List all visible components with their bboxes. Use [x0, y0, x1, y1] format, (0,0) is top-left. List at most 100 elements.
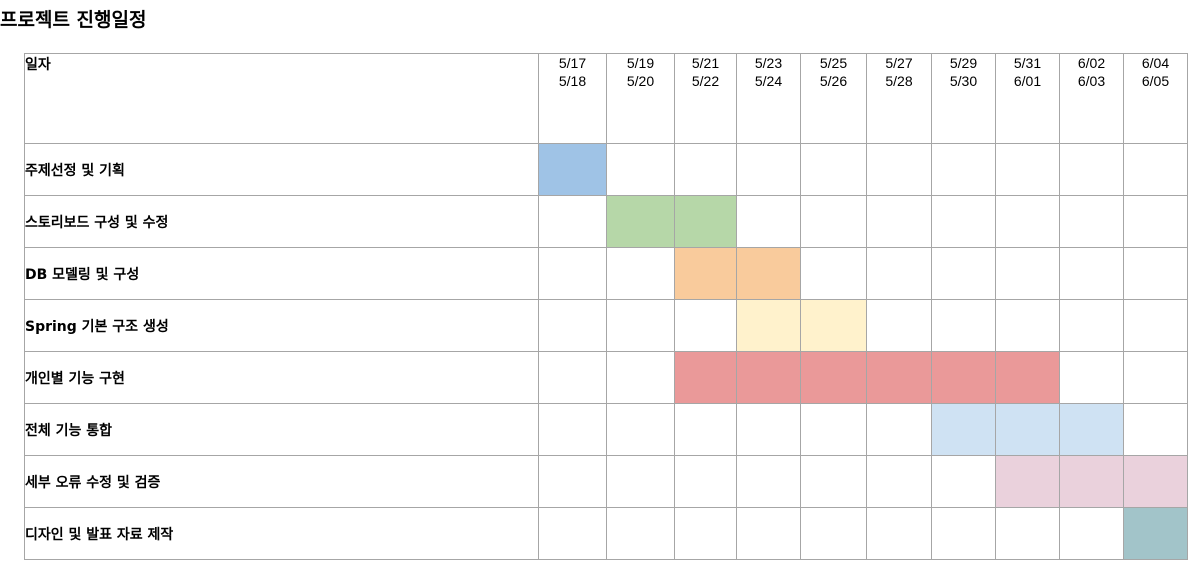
empty-cell — [1059, 247, 1124, 300]
period-header: 5/17 5/18 — [538, 53, 607, 144]
empty-cell — [866, 507, 932, 560]
empty-cell — [606, 247, 675, 300]
empty-cell — [995, 143, 1060, 196]
empty-cell — [931, 143, 996, 196]
date-header-label: 일자 — [24, 53, 539, 144]
empty-cell — [800, 195, 867, 248]
empty-cell — [606, 351, 675, 404]
empty-cell — [995, 507, 1060, 560]
task-name: 주제선정 및 기획 — [24, 143, 539, 196]
period-header: 5/19 5/20 — [606, 53, 675, 144]
empty-cell — [800, 403, 867, 456]
period-start-date: 5/19 — [626, 55, 655, 71]
task-bar-cell — [995, 351, 1060, 404]
empty-cell — [866, 247, 932, 300]
period-end-date: 5/28 — [885, 73, 913, 89]
task-bar-cell — [736, 247, 801, 300]
task-row: 전체 기능 통합 — [24, 403, 1188, 456]
empty-cell — [1123, 143, 1188, 196]
empty-cell — [736, 403, 801, 456]
empty-cell — [736, 455, 801, 508]
task-bar-cell — [1059, 455, 1124, 508]
empty-cell — [674, 455, 737, 508]
empty-cell — [866, 299, 932, 352]
task-bar-cell — [800, 299, 867, 352]
task-bar-cell — [1123, 455, 1188, 508]
empty-cell — [800, 143, 867, 196]
empty-cell — [538, 507, 607, 560]
task-bar-cell — [538, 143, 607, 196]
empty-cell — [931, 247, 996, 300]
empty-cell — [931, 455, 996, 508]
empty-cell — [606, 143, 675, 196]
empty-cell — [1059, 507, 1124, 560]
period-end-date: 5/20 — [626, 73, 655, 89]
empty-cell — [995, 195, 1060, 248]
empty-cell — [736, 507, 801, 560]
period-end-date: 5/30 — [949, 73, 978, 89]
task-name: 스토리보드 구성 및 수정 — [24, 195, 539, 248]
task-bar-cell — [736, 299, 801, 352]
task-row: 스토리보드 구성 및 수정 — [24, 195, 1188, 248]
task-name: 세부 오류 수정 및 검증 — [24, 455, 539, 508]
empty-cell — [538, 195, 607, 248]
period-header: 5/31 6/01 — [995, 53, 1060, 144]
task-bar-cell — [931, 351, 996, 404]
task-bar-cell — [674, 195, 737, 248]
empty-cell — [931, 507, 996, 560]
empty-cell — [866, 195, 932, 248]
task-bar-cell — [1123, 507, 1188, 560]
task-bar-cell — [674, 247, 737, 300]
period-end-date: 5/22 — [691, 73, 720, 89]
period-header: 5/21 5/22 — [674, 53, 737, 144]
header-row: 일자 5/17 5/18 5/19 5/20 5/21 5/22 5/23 5/24 5/25 5… — [24, 53, 1188, 144]
empty-cell — [606, 455, 675, 508]
empty-cell — [800, 455, 867, 508]
period-start-date: 5/27 — [885, 55, 913, 71]
empty-cell — [674, 403, 737, 456]
empty-cell — [800, 507, 867, 560]
task-bar-cell — [866, 351, 932, 404]
task-name: 디자인 및 발표 자료 제작 — [24, 507, 539, 560]
empty-cell — [995, 247, 1060, 300]
empty-cell — [800, 247, 867, 300]
empty-cell — [606, 403, 675, 456]
empty-cell — [1059, 143, 1124, 196]
period-start-date: 5/25 — [819, 55, 848, 71]
task-row: 세부 오류 수정 및 검증 — [24, 455, 1188, 508]
task-bar-cell — [736, 351, 801, 404]
period-header: 5/27 5/28 — [866, 53, 932, 144]
empty-cell — [866, 455, 932, 508]
task-bar-cell — [674, 351, 737, 404]
empty-cell — [1123, 195, 1188, 248]
empty-cell — [1059, 299, 1124, 352]
task-name: 개인별 기능 구현 — [24, 351, 539, 404]
period-header: 5/25 5/26 — [800, 53, 867, 144]
period-end-date: 6/05 — [1141, 73, 1170, 89]
empty-cell — [606, 507, 675, 560]
empty-cell — [538, 351, 607, 404]
schedule-table: 일자 5/17 5/18 5/19 5/20 5/21 5/22 5/23 5/24 5/25 5… — [24, 53, 1188, 560]
empty-cell — [674, 143, 737, 196]
empty-cell — [736, 195, 801, 248]
empty-cell — [1123, 247, 1188, 300]
period-header: 5/29 5/30 — [931, 53, 996, 144]
period-start-date: 6/02 — [1077, 55, 1106, 71]
period-start-date: 5/31 — [1013, 55, 1042, 71]
period-end-date: 6/03 — [1077, 73, 1106, 89]
period-end-date: 5/26 — [819, 73, 848, 89]
task-name: Spring 기본 구조 생성 — [24, 299, 539, 352]
task-bar-cell — [606, 195, 675, 248]
empty-cell — [1059, 351, 1124, 404]
task-bar-cell — [800, 351, 867, 404]
empty-cell — [866, 143, 932, 196]
period-header: 6/04 6/05 — [1123, 53, 1188, 144]
empty-cell — [1123, 403, 1188, 456]
empty-cell — [736, 143, 801, 196]
empty-cell — [606, 299, 675, 352]
task-bar-cell — [1059, 403, 1124, 456]
empty-cell — [538, 403, 607, 456]
task-bar-cell — [995, 455, 1060, 508]
empty-cell — [538, 247, 607, 300]
task-bar-cell — [931, 403, 996, 456]
